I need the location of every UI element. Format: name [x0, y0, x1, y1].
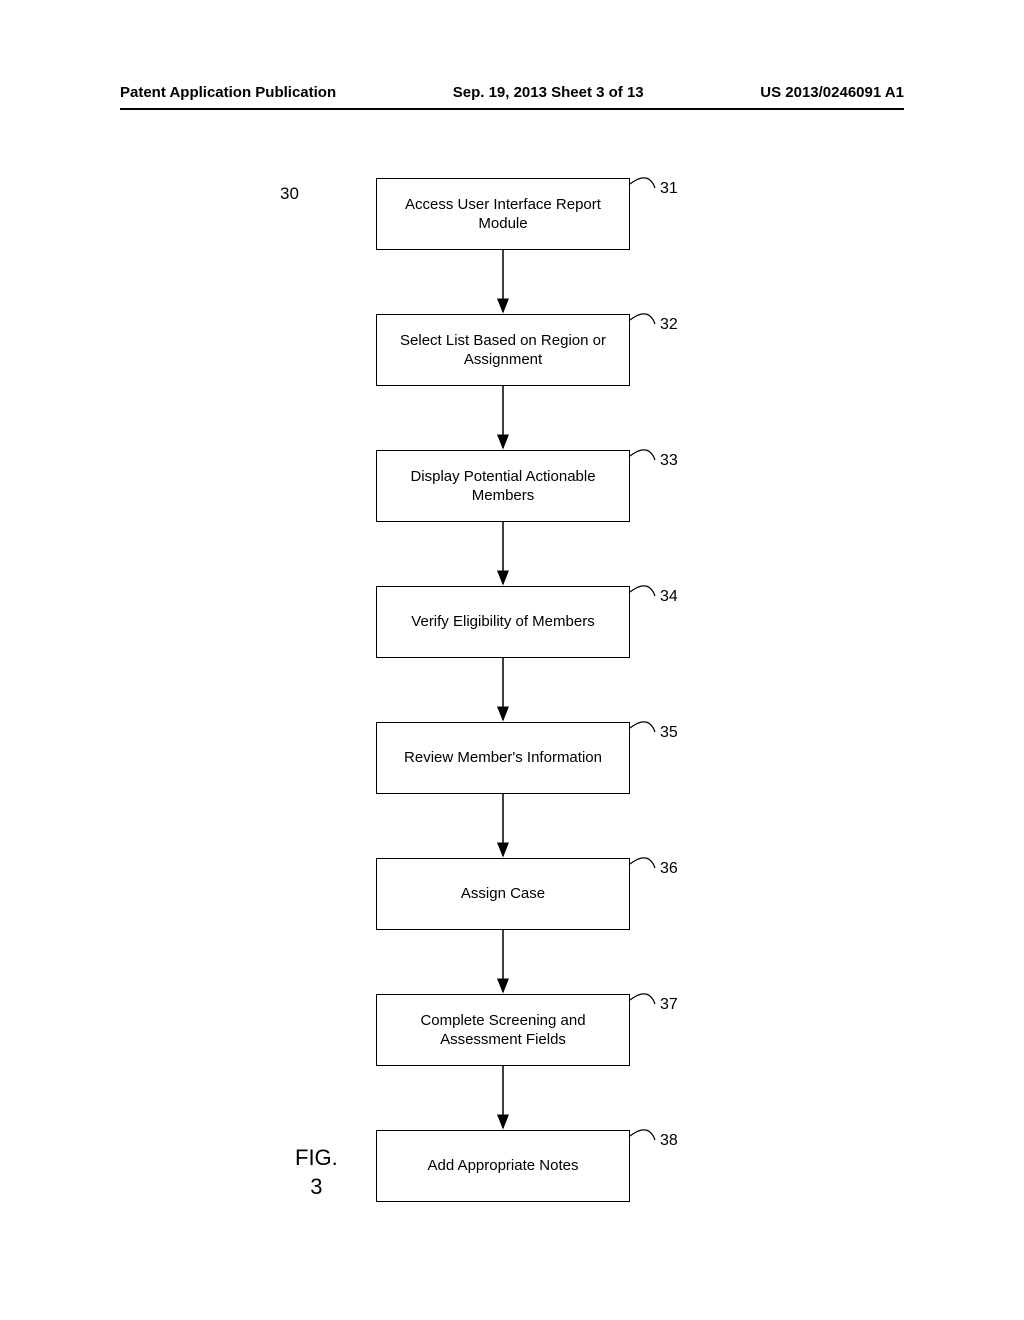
- flow-step: Review Member's Information: [376, 722, 630, 794]
- figure-main-ref: 30: [280, 184, 299, 204]
- ref-label: 34: [660, 588, 678, 606]
- flow-step-text: Select List Based on Region or Assignmen…: [385, 331, 621, 370]
- ref-label: 35: [660, 724, 678, 742]
- flow-step-text: Access User Interface Report Module: [385, 195, 621, 234]
- flow-step: Assign Case: [376, 858, 630, 930]
- ref-label: 37: [660, 996, 678, 1014]
- flow-step-text: Review Member's Information: [404, 748, 602, 768]
- flow-step: Add Appropriate Notes: [376, 1130, 630, 1202]
- flow-step-text: Display Potential Actionable Members: [385, 467, 621, 506]
- header-left: Patent Application Publication: [120, 84, 336, 101]
- ref-label: 38: [660, 1132, 678, 1150]
- flow-step: Select List Based on Region or Assignmen…: [376, 314, 630, 386]
- flow-step-text: Add Appropriate Notes: [428, 1156, 579, 1176]
- ref-label: 32: [660, 316, 678, 334]
- figure-label-line1: FIG.: [295, 1144, 338, 1173]
- figure-label: FIG. 3: [295, 1144, 338, 1201]
- header-center: Sep. 19, 2013 Sheet 3 of 13: [453, 84, 644, 101]
- header-rule: [120, 108, 904, 110]
- flow-step: Display Potential Actionable Members: [376, 450, 630, 522]
- ref-label: 31: [660, 180, 678, 198]
- flow-step: Access User Interface Report Module: [376, 178, 630, 250]
- figure-label-line2: 3: [295, 1173, 338, 1202]
- ref-label: 33: [660, 452, 678, 470]
- ref-label: 36: [660, 860, 678, 878]
- flow-step-text: Assign Case: [461, 884, 545, 904]
- flow-step-text: Verify Eligibility of Members: [411, 612, 594, 632]
- flow-step-text: Complete Screening and Assessment Fields: [385, 1011, 621, 1050]
- header-right: US 2013/0246091 A1: [760, 84, 904, 101]
- page-header: Patent Application Publication Sep. 19, …: [120, 84, 904, 101]
- flow-step: Complete Screening and Assessment Fields: [376, 994, 630, 1066]
- flow-step: Verify Eligibility of Members: [376, 586, 630, 658]
